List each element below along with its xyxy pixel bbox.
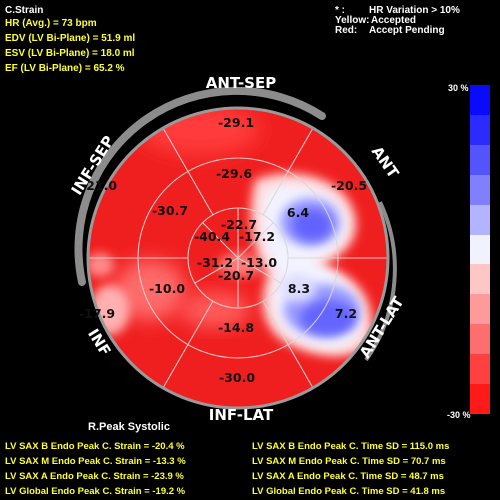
stat-sax-b-time: LV SAX B Endo Peak C. Time SD = 115.0 ms xyxy=(252,441,450,452)
bullseye-outline xyxy=(86,106,390,410)
legend-yellow-text: Accepted xyxy=(371,15,417,26)
value-basal-inf: -17.9 xyxy=(79,306,115,321)
mode-title: C.Strain xyxy=(5,5,44,16)
value-basal-antsep: -29.1 xyxy=(218,115,254,130)
ef-readout: EF (LV Bi-Plane) = 65.2 % xyxy=(5,63,125,74)
value-apex-bottom-left: -31.2 xyxy=(197,255,233,270)
legend-star-text: HR Variation > 10% xyxy=(369,5,460,16)
segment-grid xyxy=(88,127,388,389)
scale-band xyxy=(470,204,490,235)
timing-label: R.Peak Systolic xyxy=(88,421,170,433)
value-apex-right: -17.2 xyxy=(239,229,275,244)
stat-global-time: LV Global Endo Peak C. Time SD = 41.8 ms xyxy=(252,486,446,497)
value-mid-antlat: 8.3 xyxy=(288,281,310,296)
value-basal-inflat: -30.0 xyxy=(219,370,255,385)
legend-yellow-key: Yellow: xyxy=(335,15,370,26)
stat-sax-m-time: LV SAX M Endo Peak C. Time SD = 70.7 ms xyxy=(252,456,446,467)
value-mid-inflat: -14.8 xyxy=(218,320,254,335)
scale-band xyxy=(470,85,490,115)
label-inf-lat: INF-LAT xyxy=(209,406,274,424)
label-ant-sep: ANT-SEP xyxy=(206,74,276,92)
legend-red-text: Accept Pending xyxy=(369,25,445,36)
scale-band xyxy=(470,294,490,325)
edv-readout: EDV (LV Bi-Plane) = 51.9 ml xyxy=(5,33,136,44)
scale-min-label: -30 % xyxy=(447,410,471,420)
scale-band xyxy=(470,234,490,265)
scale-band xyxy=(470,114,490,145)
value-apex-bottom-right: -13.0 xyxy=(241,255,277,270)
value-basal-antlat: 7.2 xyxy=(335,306,357,321)
scale-band xyxy=(470,174,490,205)
segment-ring-arc-right xyxy=(364,201,397,362)
value-mid-infsep: -30.7 xyxy=(152,203,188,218)
stat-global-strain: LV Global Endo Peak C. Strain = -19.2 % xyxy=(5,486,186,497)
value-mid-inf: -10.0 xyxy=(149,281,185,296)
scale-max-label: 30 % xyxy=(448,83,469,93)
stat-sax-m-strain: LV SAX M Endo Peak C. Strain = -13.3 % xyxy=(5,456,186,467)
scale-band xyxy=(470,324,490,355)
scale-band xyxy=(470,384,490,414)
value-apex-bottom: -20.7 xyxy=(218,268,254,283)
stat-sax-a-strain: LV SAX A Endo Peak C. Strain = -23.9 % xyxy=(5,471,184,482)
heart-rate-readout: HR (Avg.) = 73 bpm xyxy=(5,18,97,29)
scale-band xyxy=(470,264,490,295)
value-basal-infsep: -21.0 xyxy=(81,178,117,193)
stat-sax-b-strain: LV SAX B Endo Peak C. Strain = -20.4 % xyxy=(5,441,185,452)
label-ant: ANT xyxy=(368,143,403,182)
segment-ring-arc xyxy=(74,86,326,286)
value-mid-antsep: -29.6 xyxy=(216,166,252,181)
stat-sax-a-time: LV SAX A Endo Peak C. Time SD = 48.7 ms xyxy=(252,471,444,482)
scale-band xyxy=(470,144,490,175)
color-scale-bar xyxy=(470,85,490,414)
value-apex-left: -40.4 xyxy=(194,229,230,244)
esv-readout: ESV (LV Bi-Plane) = 18.0 ml xyxy=(5,48,135,59)
value-apex-top: -22.7 xyxy=(221,217,257,232)
legend-star-key: * : xyxy=(335,5,345,16)
scale-band xyxy=(470,354,490,385)
legend-red-key: Red: xyxy=(335,25,358,36)
value-basal-ant: -20.5 xyxy=(331,178,367,193)
value-mid-ant: 6.4 xyxy=(287,205,309,220)
